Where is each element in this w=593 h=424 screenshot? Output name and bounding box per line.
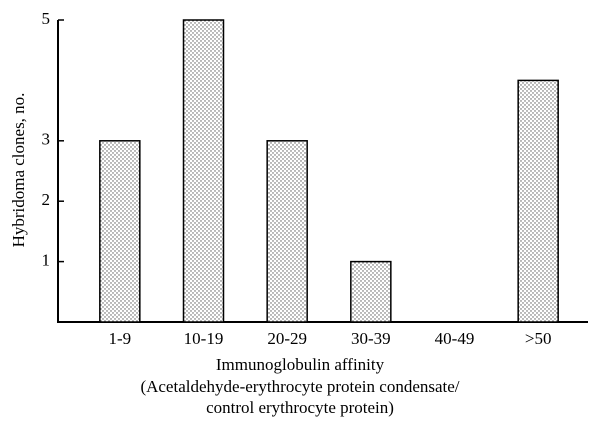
y-axis-label: Hybridoma clones, no. (9, 93, 28, 248)
bar (99, 140, 141, 323)
bar (517, 79, 559, 323)
bar (182, 19, 225, 323)
bar (266, 140, 308, 323)
x-tick-label: 10-19 (184, 329, 224, 348)
y-tick-label: 1 (42, 251, 51, 270)
y-tick-label: 3 (42, 130, 51, 149)
x-tick-label: 20-29 (267, 329, 307, 348)
x-tick-label: >50 (525, 329, 552, 348)
x-tick-label: 40-49 (435, 329, 475, 348)
y-tick-label: 5 (42, 9, 51, 28)
bar (350, 260, 392, 323)
y-tick-label: 2 (42, 190, 51, 209)
x-axis-label: (Acetaldehyde-erythrocyte protein conden… (140, 377, 459, 396)
x-tick-label: 30-39 (351, 329, 391, 348)
x-axis-label: control erythrocyte protein) (206, 398, 394, 417)
x-tick-label: 1-9 (108, 329, 131, 348)
x-axis-label: Immunoglobulin affinity (216, 355, 385, 374)
